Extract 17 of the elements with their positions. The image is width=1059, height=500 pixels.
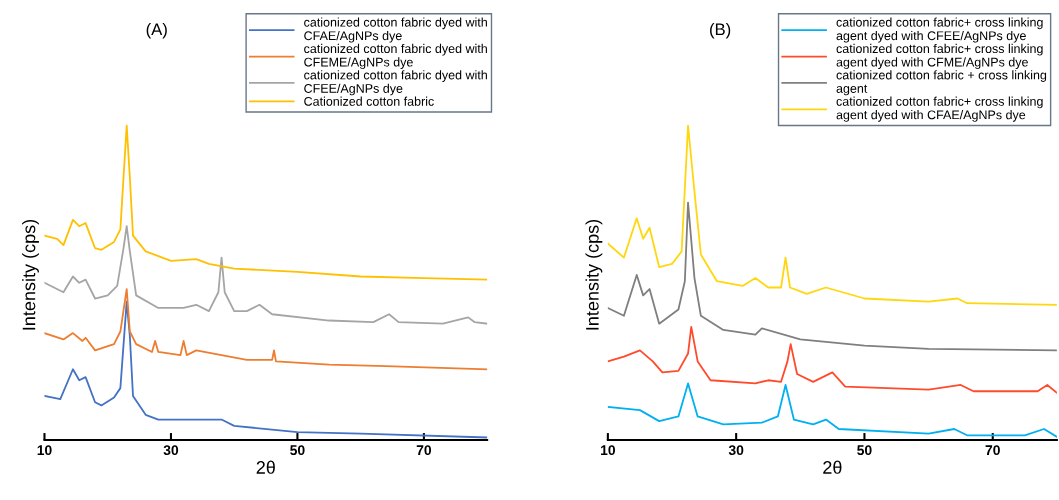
y-axis-title: Intensity (cps)	[585, 219, 603, 330]
x-tick-label: 70	[985, 445, 1000, 456]
x-tick-label: 10	[601, 445, 616, 456]
x-tick-label: 50	[290, 445, 305, 456]
chart-title: (B)	[710, 22, 731, 39]
x-tick-label: 10	[37, 445, 52, 456]
x-tick-label: 70	[416, 445, 432, 456]
x-tick-label: 30	[163, 445, 179, 456]
x-axis-title: 2θ	[823, 460, 842, 474]
legend-label: Cationized cotton fabric	[304, 96, 434, 106]
y-axis-title: Intensity (cps)	[22, 219, 39, 330]
x-tick-label: 50	[857, 445, 872, 456]
legend-label: cationized cotton fabric dyed with CFEE/AgNPs dye	[304, 70, 487, 96]
x-axis-title: 2θ	[256, 460, 275, 474]
legend-label: cationized cotton fabric+ cross linking agent dyed with CFAE/AgNPs dye	[836, 96, 1043, 122]
chart-title: (A)	[146, 22, 167, 39]
x-tick-label: 30	[728, 445, 744, 456]
